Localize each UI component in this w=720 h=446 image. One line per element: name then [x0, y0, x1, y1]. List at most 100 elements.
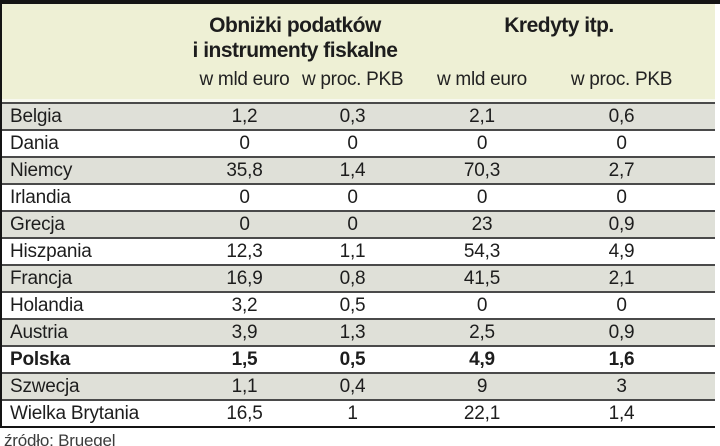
value-cell: 0,9 [561, 318, 682, 345]
value-cell: 41,5 [403, 264, 561, 291]
value-cell: 0 [302, 183, 403, 210]
table-row: Hiszpania 12,3 1,1 54,3 4,9 [2, 237, 716, 264]
value-cell: 4,9 [561, 237, 682, 264]
value-cell: 2,1 [561, 264, 682, 291]
value-cell: 1,3 [302, 318, 403, 345]
value-cell: 23 [403, 210, 561, 237]
country-cell: Niemcy [2, 156, 187, 183]
table-header: Obniżki podatków i instrumenty fiskalne … [2, 4, 716, 102]
value-cell: 0,8 [302, 264, 403, 291]
table-body: Belgia 1,2 0,3 2,1 0,6 Dania 0 0 0 0 Nie… [2, 102, 716, 426]
value-cell: 0 [187, 129, 302, 156]
country-cell: Irlandia [2, 183, 187, 210]
value-cell: 4,9 [403, 345, 561, 372]
country-cell: Francja [2, 264, 187, 291]
value-cell: 0,6 [561, 102, 682, 129]
filler-cell [682, 318, 716, 345]
value-cell: 0 [187, 210, 302, 237]
group-header-line: i instrumenty fiskalne [192, 39, 398, 62]
filler-cell [682, 156, 716, 183]
value-cell: 0 [187, 183, 302, 210]
corner-cell [2, 4, 187, 63]
value-cell: 3,9 [187, 318, 302, 345]
sub-header-mld-euro-1: w mld euro [187, 63, 302, 102]
value-cell: 16,5 [187, 399, 302, 426]
value-cell: 0,5 [302, 345, 403, 372]
value-cell: 0 [561, 129, 682, 156]
table-row: Niemcy 35,8 1,4 70,3 2,7 [2, 156, 716, 183]
table-row: Grecja 0 0 23 0,9 [2, 210, 716, 237]
sub-header-proc-pkb-2: w proc. PKB [561, 63, 682, 102]
filler-cell [682, 399, 716, 426]
country-cell: Belgia [2, 102, 187, 129]
value-cell: 0 [302, 129, 403, 156]
empty-header-cell [2, 63, 187, 102]
country-cell: Wielka Brytania [2, 399, 187, 426]
value-cell: 0 [403, 291, 561, 318]
value-cell: 3 [561, 372, 682, 399]
value-cell: 70,3 [403, 156, 561, 183]
value-cell: 1 [302, 399, 403, 426]
table-row: Belgia 1,2 0,3 2,1 0,6 [2, 102, 716, 129]
table-row: Francja 16,9 0,8 41,5 2,1 [2, 264, 716, 291]
filler-cell [682, 183, 716, 210]
value-cell: 0 [403, 129, 561, 156]
country-cell: Austria [2, 318, 187, 345]
value-cell: 9 [403, 372, 561, 399]
table-row: Holandia 3,2 0,5 0 0 [2, 291, 716, 318]
value-cell: 0,4 [302, 372, 403, 399]
value-cell: 1,1 [302, 237, 403, 264]
table-top-border [0, 0, 720, 4]
filler-cell [682, 129, 716, 156]
country-cell: Grecja [2, 210, 187, 237]
sub-header-mld-euro-2: w mld euro [403, 63, 561, 102]
value-cell: 0 [561, 183, 682, 210]
value-cell: 12,3 [187, 237, 302, 264]
filler-cell [682, 210, 716, 237]
fiscal-stimulus-table: Obniżki podatków i instrumenty fiskalne … [0, 4, 716, 428]
value-cell: 1,1 [187, 372, 302, 399]
sub-header-row: w mld euro w proc. PKB w mld euro w proc… [2, 63, 716, 102]
value-cell: 1,4 [561, 399, 682, 426]
value-cell: 0 [561, 291, 682, 318]
value-cell: 16,9 [187, 264, 302, 291]
value-cell: 0 [403, 183, 561, 210]
column-group-header-credits: Kredyty itp. [403, 4, 716, 63]
filler-cell [682, 102, 716, 129]
table-row: Austria 3,9 1,3 2,5 0,9 [2, 318, 716, 345]
filler-cell [682, 291, 716, 318]
value-cell: 35,8 [187, 156, 302, 183]
group-header-row: Obniżki podatków i instrumenty fiskalne … [2, 4, 716, 63]
table-row: Wielka Brytania 16,5 1 22,1 1,4 [2, 399, 716, 426]
table-row: Szwecja 1,1 0,4 9 3 [2, 372, 716, 399]
filler-cell [682, 372, 716, 399]
value-cell: 22,1 [403, 399, 561, 426]
value-cell: 0,3 [302, 102, 403, 129]
value-cell: 3,2 [187, 291, 302, 318]
value-cell: 0 [302, 210, 403, 237]
filler-cell [682, 264, 716, 291]
country-cell: Dania [2, 129, 187, 156]
table-row-highlighted: Polska 1,5 0,5 4,9 1,6 [2, 345, 716, 372]
value-cell: 0,5 [302, 291, 403, 318]
filler-cell [682, 237, 716, 264]
value-cell: 1,2 [187, 102, 302, 129]
value-cell: 54,3 [403, 237, 561, 264]
country-cell: Hiszpania [2, 237, 187, 264]
filler-cell [682, 345, 716, 372]
source-note: źródło: Bruegel [0, 428, 713, 446]
empty-header-cell [682, 63, 716, 102]
column-group-header-taxes: Obniżki podatków i instrumenty fiskalne [187, 4, 403, 63]
value-cell: 1,4 [302, 156, 403, 183]
group-header-line: Obniżki podatków [209, 14, 381, 37]
country-cell: Szwecja [2, 372, 187, 399]
value-cell: 2,5 [403, 318, 561, 345]
value-cell: 0,9 [561, 210, 682, 237]
table-row: Dania 0 0 0 0 [2, 129, 716, 156]
value-cell: 1,6 [561, 345, 682, 372]
value-cell: 2,1 [403, 102, 561, 129]
country-cell: Polska [2, 345, 187, 372]
value-cell: 2,7 [561, 156, 682, 183]
value-cell: 1,5 [187, 345, 302, 372]
country-cell: Holandia [2, 291, 187, 318]
